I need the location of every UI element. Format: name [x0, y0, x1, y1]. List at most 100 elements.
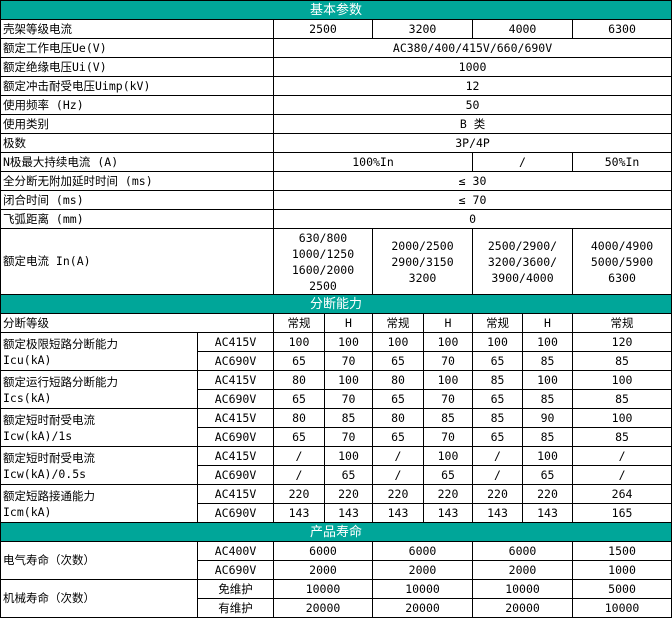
param-value: ≤ 30	[272, 171, 672, 191]
param-label: 额定短时耐受电流 Icw(kA)/1s	[0, 408, 198, 447]
param-value: 20000	[273, 598, 373, 618]
param-value: /	[472, 446, 523, 466]
param-value: 1000	[272, 57, 672, 77]
param-label: 额定极限短路分断能力 Icu(kA)	[0, 332, 198, 371]
param-label: 壳架等级电流	[0, 19, 274, 39]
table-row: 额定电流 In(A) 630/800 1000/1250 1600/2000 25…	[0, 228, 672, 295]
param-value: /	[273, 446, 325, 466]
table-row: 机械寿命（次数） 免维护 10000 10000 10000 5000	[0, 579, 672, 618]
param-value: 70	[324, 427, 373, 447]
table-row: 额定绝缘电压Ui(V) 1000	[0, 57, 672, 77]
section-title: 分断能力	[0, 294, 672, 314]
param-value: 100	[472, 332, 523, 352]
section-header-life: 产品寿命	[0, 522, 672, 542]
param-value: 65	[522, 465, 573, 485]
table-row: 飞弧距离 (mm) 0	[0, 209, 672, 229]
param-value: 6300	[571, 19, 672, 39]
table-row: 使用类别 B 类	[0, 114, 672, 134]
table-row: 使用频率 (Hz) 50	[0, 95, 672, 115]
table-row: 全分断无附加延时时间 (ms) ≤ 30	[0, 171, 672, 191]
param-value: /	[372, 446, 424, 466]
param-value: 143	[273, 503, 325, 523]
param-value: 65	[324, 465, 373, 485]
param-value: 143	[472, 503, 523, 523]
param-value: 100	[273, 332, 325, 352]
param-value: 70	[423, 427, 473, 447]
param-value: 65	[372, 427, 424, 447]
voltage-label: AC415V	[197, 484, 274, 504]
param-value: 20000	[372, 598, 473, 618]
param-value: 100	[324, 370, 373, 390]
table-row: AC690V/65/65/65/	[1, 465, 672, 485]
param-value: 6000	[472, 541, 573, 561]
param-value: 85	[522, 389, 573, 409]
param-value: 10000	[273, 579, 373, 599]
param-value: 5000	[571, 579, 672, 599]
param-value: 100	[522, 446, 573, 466]
table-row: AC690V 65 70 65 70 65 85 85	[1, 351, 672, 371]
param-value: 65	[472, 351, 523, 371]
grade-cell: 常规	[372, 313, 424, 333]
param-label: 额定冲击耐受电压Uimp(kV)	[0, 76, 274, 96]
table-row: 额定工作电压Ue(V) AC380/400/415V/660/690V	[0, 38, 672, 58]
voltage-label: AC415V	[197, 332, 274, 352]
param-value: /	[472, 465, 523, 485]
param-value: 10000	[571, 598, 672, 618]
param-value: 100	[423, 370, 473, 390]
grade-cell: 常规	[273, 313, 325, 333]
param-value: 100	[423, 446, 473, 466]
param-label: 额定短时耐受电流 Icw(kA)/0.5s	[0, 446, 198, 485]
table-row: 额定短时耐受电流 Icw(kA)/0.5s AC415V/100/100/100/	[0, 446, 672, 485]
table-row: 闭合时间 (ms) ≤ 70	[0, 190, 672, 210]
voltage-label: AC690V	[197, 427, 274, 447]
param-value: 143	[522, 503, 573, 523]
param-label: 使用频率 (Hz)	[0, 95, 274, 115]
param-value: 2000/2500 2900/3150 3200	[372, 228, 473, 295]
param-value: 70	[423, 389, 473, 409]
param-value: 100	[423, 332, 473, 352]
table-row: 电气寿命（次数） AC400V 6000 6000 6000 1500	[0, 541, 672, 580]
param-label: 额定运行短路分断能力 Ics(kA)	[0, 370, 198, 409]
param-value: 4000/4900 5000/5900 6300	[571, 228, 672, 295]
param-value: 85	[472, 408, 523, 428]
voltage-label: AC415V	[197, 370, 274, 390]
voltage-label: AC415V	[197, 446, 274, 466]
condition-label: 免维护	[197, 579, 274, 599]
param-value: 3200	[372, 19, 473, 39]
param-value: 100	[522, 370, 573, 390]
table-row: 极数 3P/4P	[0, 133, 672, 153]
grade-row: 分断等级 常规 H 常规 H 常规 H 常规	[0, 313, 672, 333]
param-value: 85	[324, 408, 373, 428]
param-value: 80	[372, 370, 424, 390]
param-value: 120	[571, 332, 672, 352]
param-value: 220	[372, 484, 424, 504]
param-value: 220	[423, 484, 473, 504]
grade-label: 分断等级	[0, 313, 274, 333]
voltage-label: AC415V	[197, 408, 274, 428]
param-label: 额定电流 In(A)	[0, 228, 274, 295]
param-value: 65	[472, 427, 523, 447]
grade-cell: 常规	[472, 313, 523, 333]
param-label: 额定工作电压Ue(V)	[0, 38, 274, 58]
param-label: 使用类别	[0, 114, 274, 134]
grade-cell: 常规	[571, 313, 672, 333]
condition-label: 有维护	[197, 598, 274, 618]
voltage-label: AC690V	[197, 389, 274, 409]
param-label: 电气寿命（次数）	[0, 541, 198, 580]
param-value: 2000	[472, 560, 573, 580]
table-row: 额定运行短路分断能力 Ics(kA) AC415V 80 100 80 100 85 100 1…	[0, 370, 672, 409]
param-value: 65	[273, 389, 325, 409]
param-value: 85	[522, 427, 573, 447]
param-label: 机械寿命（次数）	[0, 579, 198, 618]
param-value: 220	[472, 484, 523, 504]
param-value: /	[571, 465, 672, 485]
table-row: 额定极限短路分断能力 Icu(kA) AC415V 100 100 100 100 100 1…	[0, 332, 672, 371]
param-label: N极最大持续电流 (A)	[0, 152, 274, 172]
table-row: N极最大持续电流 (A) 100%In/50%In	[0, 152, 672, 172]
param-value: 65	[372, 351, 424, 371]
condition-label: AC400V	[197, 541, 274, 561]
param-value: /	[372, 465, 424, 485]
param-value: 85	[522, 351, 573, 371]
param-value: 100	[571, 370, 672, 390]
param-label: 额定绝缘电压Ui(V)	[0, 57, 274, 77]
